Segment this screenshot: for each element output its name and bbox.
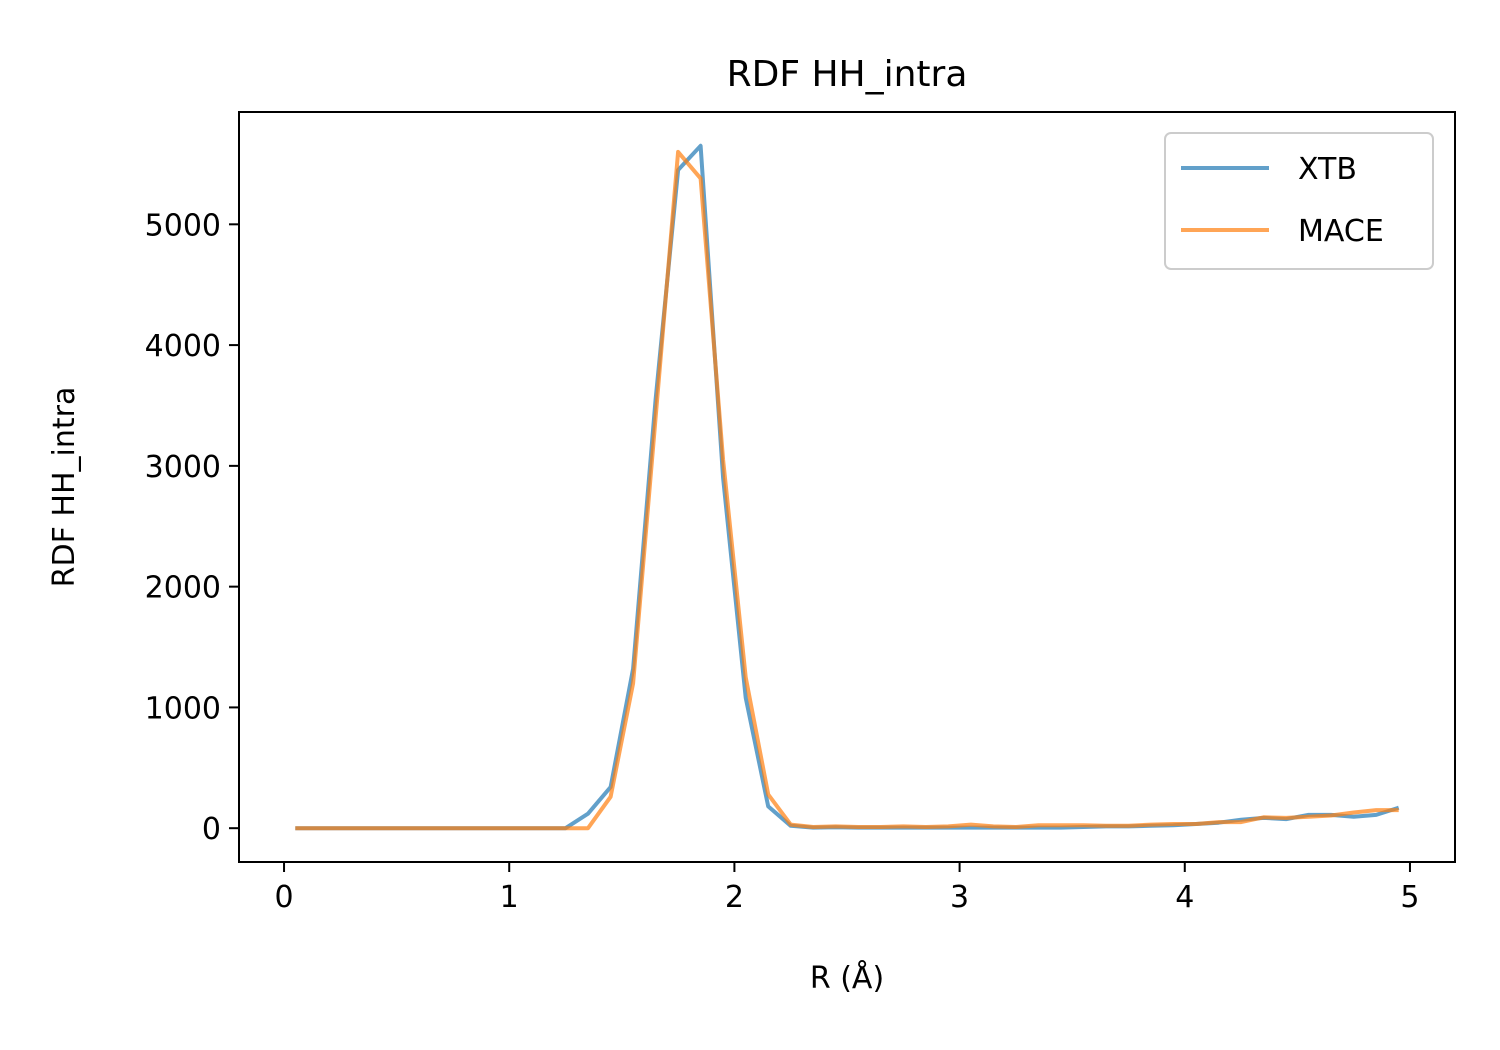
x-tick-label: 3 — [950, 880, 969, 915]
x-tick-label: 2 — [725, 880, 744, 915]
series-line-mace — [295, 149, 1399, 831]
y-tick-label: 4000 — [145, 329, 221, 364]
x-tick-label: 0 — [274, 880, 293, 915]
plot-frame — [238, 111, 1456, 863]
y-axis: 0 1000 2000 3000 4000 5000 — [145, 208, 239, 847]
legend-label-mace: MACE — [1298, 214, 1384, 249]
legend: XTB MACE — [1164, 132, 1434, 270]
y-tick-label: 5000 — [145, 208, 221, 243]
legend-label-xtb: XTB — [1298, 152, 1357, 187]
chart-title: RDF HH_intra — [727, 54, 968, 95]
y-tick-label: 3000 — [145, 450, 221, 485]
x-tick-label: 4 — [1175, 880, 1194, 915]
y-tick-label: 1000 — [145, 691, 221, 726]
x-tick-label: 5 — [1400, 880, 1419, 915]
x-axis: 0 1 2 3 4 5 — [274, 862, 1420, 915]
series-layer — [295, 143, 1400, 831]
x-tick-label: 1 — [500, 880, 519, 915]
y-axis-label: RDF HH_intra — [47, 387, 82, 588]
x-axis-label: R (Å) — [810, 960, 884, 996]
y-tick-label: 0 — [202, 812, 221, 847]
y-tick-label: 2000 — [145, 571, 221, 606]
